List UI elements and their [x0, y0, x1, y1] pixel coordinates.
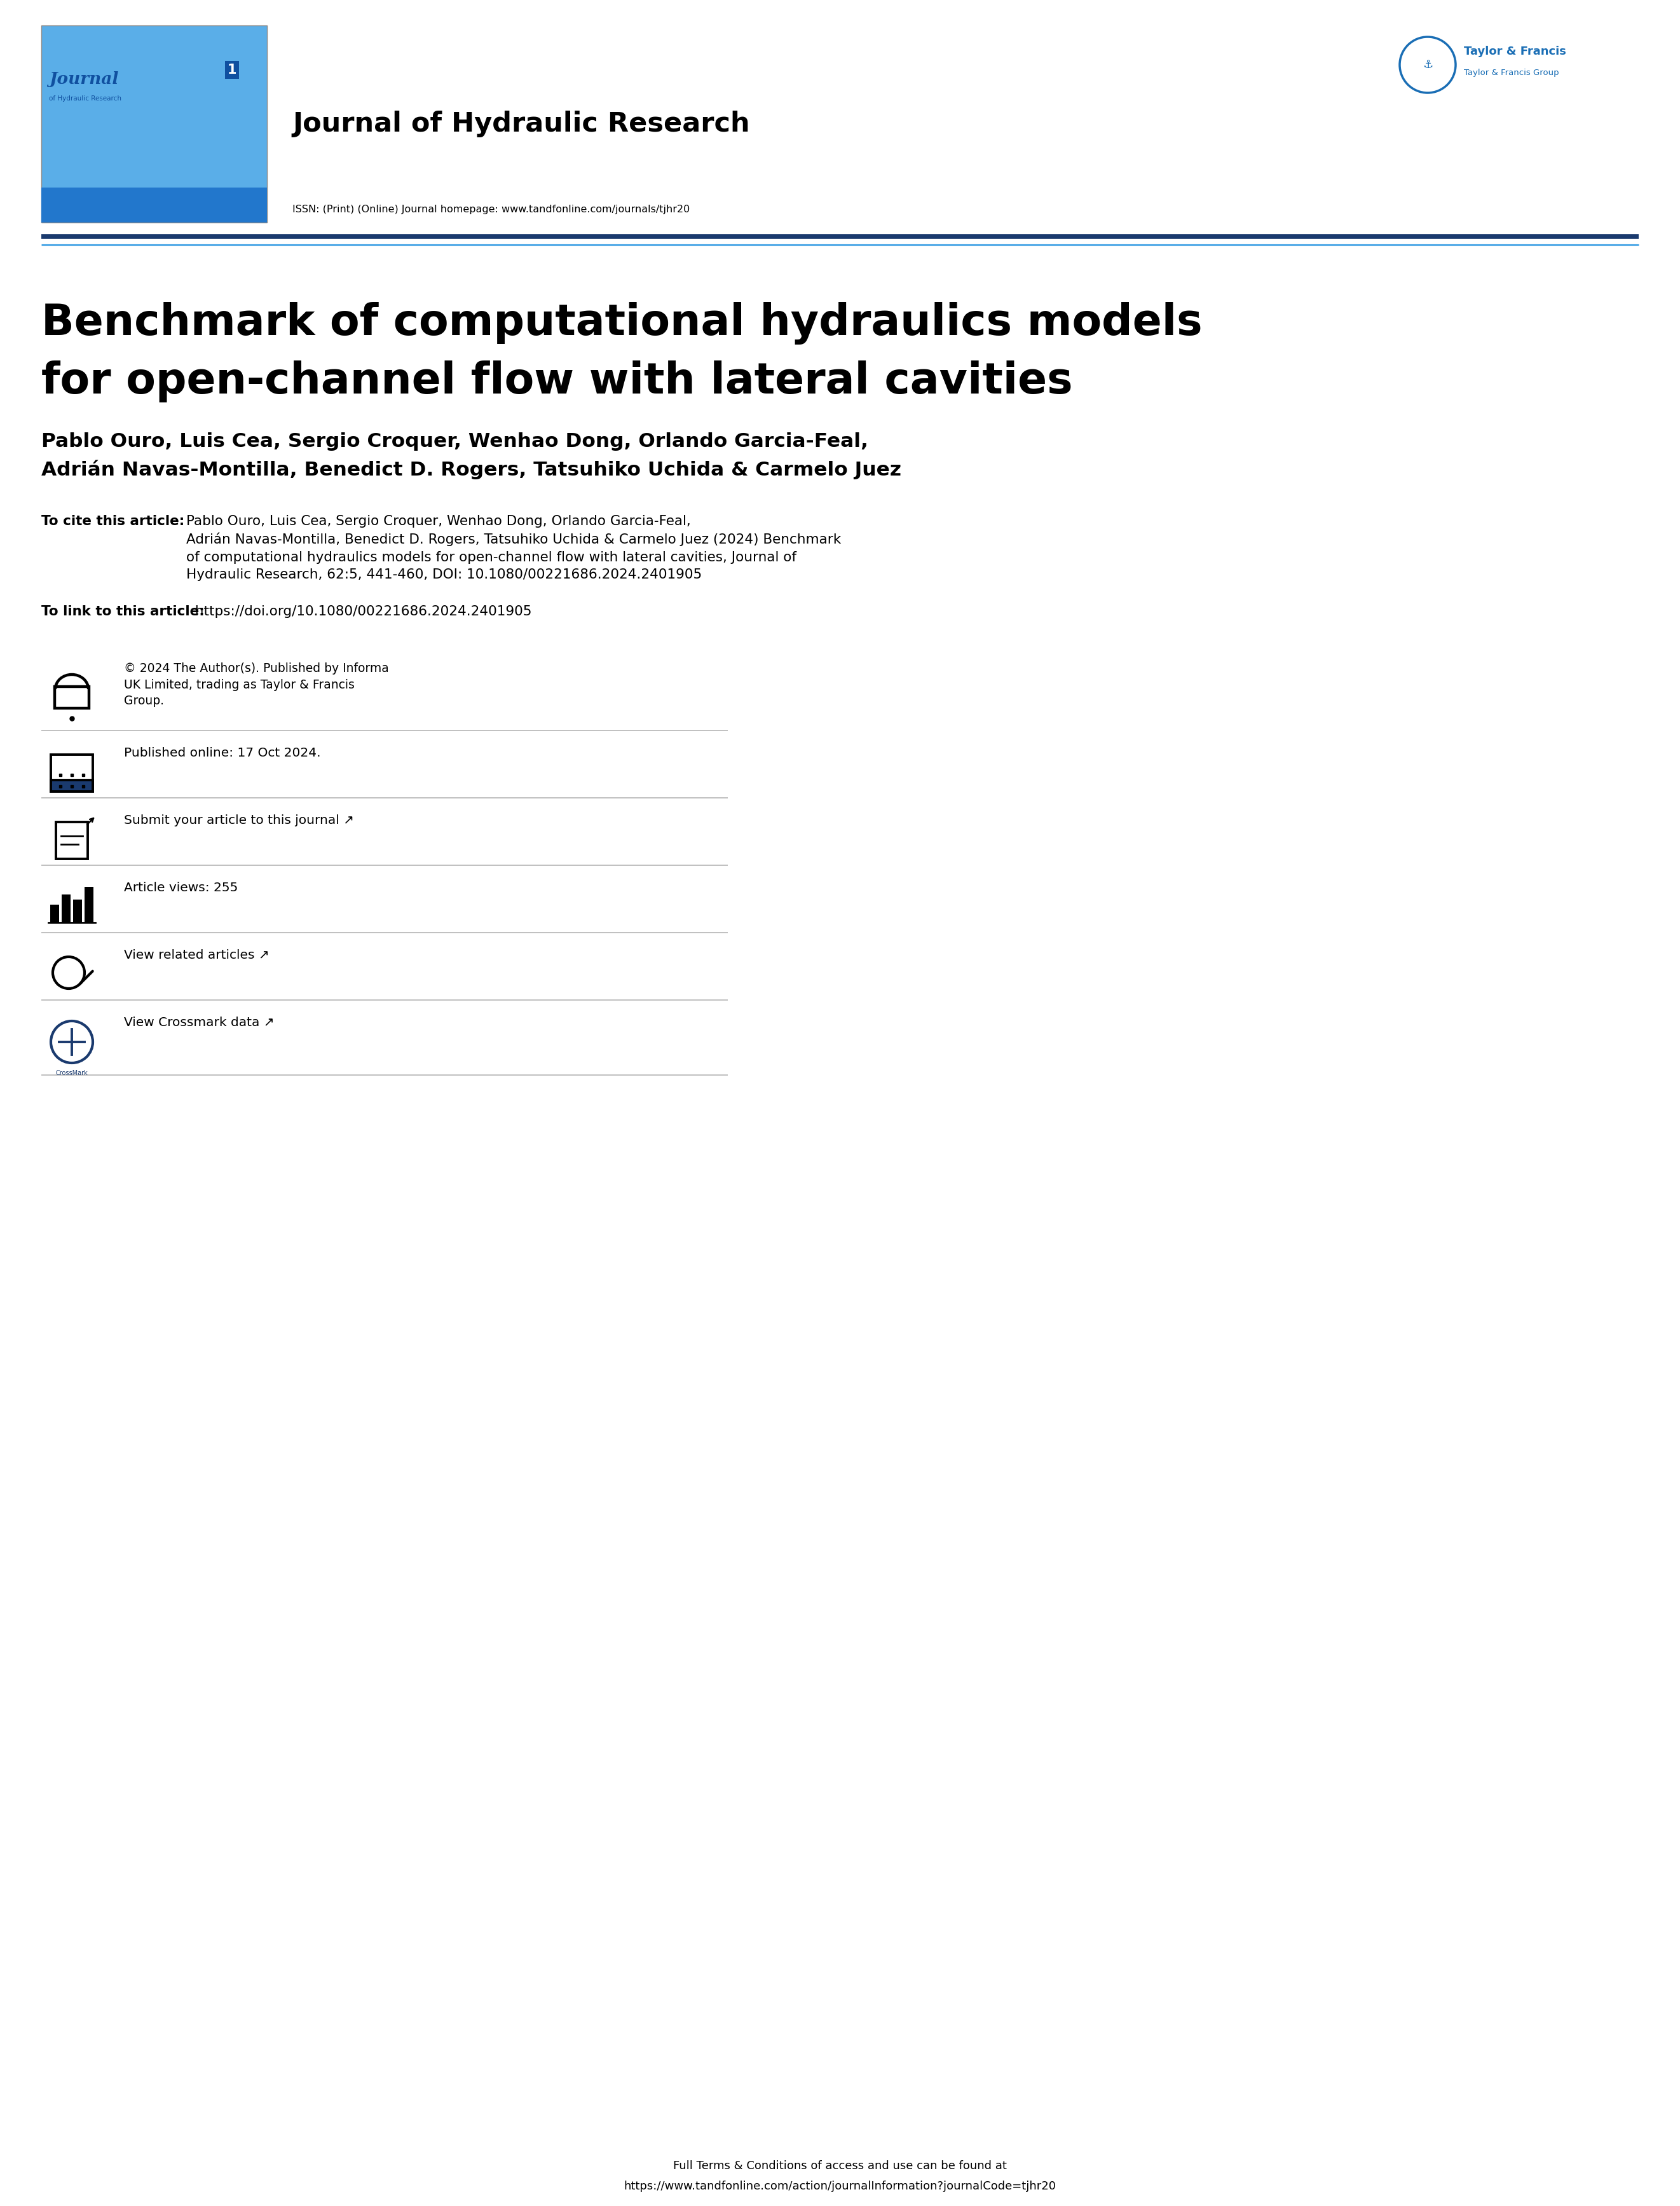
Bar [42, 188, 267, 223]
Bar [55, 686, 89, 708]
Text: Taylor & Francis Group: Taylor & Francis Group [1463, 68, 1559, 77]
Text: Submit your article to this journal ↗: Submit your article to this journal ↗ [124, 814, 354, 827]
Text: To link to this article:: To link to this article: [42, 604, 205, 618]
Text: Journal of Hydraulic Research: Journal of Hydraulic Research [292, 110, 749, 137]
Text: Adrián Navas-Montilla, Benedict D. Rogers, Tatsuhiko Uchida & Carmelo Juez: Adrián Navas-Montilla, Benedict D. Roger… [42, 461, 902, 479]
Bar [50, 904, 59, 922]
Text: Full Terms & Conditions of access and use can be found at: Full Terms & Conditions of access and us… [674, 2160, 1006, 2171]
Text: View related articles ↗: View related articles ↗ [124, 949, 269, 962]
Bar [50, 781, 92, 792]
Text: for open-channel flow with lateral cavities: for open-channel flow with lateral cavit… [42, 360, 1074, 401]
Text: Benchmark of computational hydraulics models: Benchmark of computational hydraulics mo… [42, 302, 1203, 344]
Text: View Crossmark data ↗: View Crossmark data ↗ [124, 1017, 274, 1028]
Bar [55, 823, 87, 858]
Text: Pablo Ouro, Luis Cea, Sergio Croquer, Wenhao Dong, Orlando Garcia-Feal,
Adrián N: Pablo Ouro, Luis Cea, Sergio Croquer, We… [186, 514, 842, 580]
Text: https://doi.org/10.1080/00221686.2024.2401905: https://doi.org/10.1080/00221686.2024.24… [186, 604, 531, 618]
Text: Published online: 17 Oct 2024.: Published online: 17 Oct 2024. [124, 748, 321, 759]
Text: © 2024 The Author(s). Published by Informa
UK Limited, trading as Taylor & Franc: © 2024 The Author(s). Published by Infor… [124, 662, 388, 708]
Text: Article views: 255: Article views: 255 [124, 882, 239, 893]
Bar [74, 900, 82, 922]
Text: Taylor & Francis: Taylor & Francis [1463, 46, 1566, 57]
Text: ⚓: ⚓ [1423, 60, 1433, 71]
Text: ISSN: (Print) (Online) Journal homepage: www.tandfonline.com/journals/tjhr20: ISSN: (Print) (Online) Journal homepage:… [292, 205, 690, 214]
Text: CrossMark: CrossMark [55, 1070, 87, 1077]
Text: 1: 1 [227, 64, 237, 77]
Text: of Hydraulic Research: of Hydraulic Research [49, 95, 121, 101]
Bar [50, 754, 92, 792]
Bar [42, 26, 267, 223]
Text: https://www.tandfonline.com/action/journalInformation?journalCode=tjhr20: https://www.tandfonline.com/action/journ… [623, 2180, 1057, 2193]
Text: To cite this article:: To cite this article: [42, 514, 185, 527]
Text: Journal: Journal [49, 71, 119, 86]
Bar [84, 887, 94, 922]
Text: Pablo Ouro, Luis Cea, Sergio Croquer, Wenhao Dong, Orlando Garcia-Feal,: Pablo Ouro, Luis Cea, Sergio Croquer, We… [42, 432, 869, 450]
Bar [62, 893, 71, 922]
